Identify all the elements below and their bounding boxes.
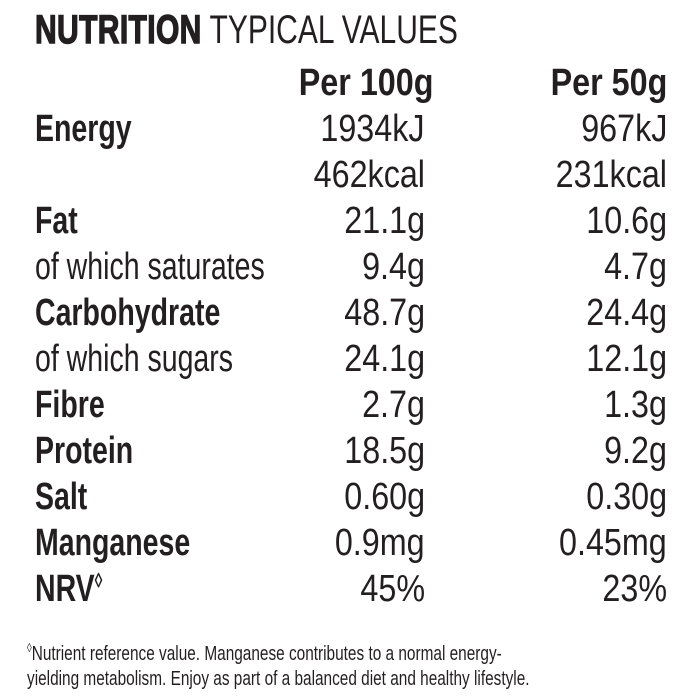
title-nutrition: NUTRITION [34,7,202,52]
per-100g-value: 462kcal [313,154,425,196]
table-row: Manganese 0.9mg 0.45mg [35,520,667,566]
table-header-row: Per 100g Per 50g [35,60,667,106]
table-row: Energy 1934kJ 967kJ [35,106,667,152]
nutrient-name: of which saturates [35,246,265,288]
per-100g-value: 18.5g [344,430,425,472]
per-100g-value: 2.7g [362,384,425,426]
per-50g-value: 10.6g [586,200,667,242]
nutrient-name: Manganese [35,522,191,564]
nrv-lozenge-icon: ◊ [94,569,103,593]
nutrient-name: Protein [35,430,134,472]
lozenge-icon: ◊ [27,640,32,656]
per-100g-value: 9.4g [362,246,425,288]
nutrient-name: Energy [35,108,132,150]
per-100g-value: 0.9mg [335,522,425,564]
per-50g-value: 4.7g [604,246,667,288]
table-row: 462kcal 231kcal [35,152,667,198]
table-row: Fat 21.1g 10.6g [35,198,667,244]
per-50g-value: 0.45mg [559,522,667,564]
table-row: NRV◊ 45% 23% [35,566,667,612]
table-row: Fibre 2.7g 1.3g [35,382,667,428]
per-50g-value: 12.1g [586,338,667,380]
nutrient-name: Carbohydrate [35,292,221,334]
table-row: Protein 18.5g 9.2g [35,428,667,474]
page-title: NUTRITION TYPICAL VALUES [34,7,458,52]
nutrient-name: of which sugars [35,338,234,380]
nutrient-name: NRV◊ [35,568,103,610]
column-header-per-50g: Per 50g [550,62,667,104]
footnote-text-2: yielding metabolism. Enjoy as part of a … [27,667,530,690]
per-50g-value: 23% [602,568,667,610]
per-100g-value: 45% [360,568,425,610]
footnote-line-2: yielding metabolism. Enjoy as part of a … [27,666,530,691]
column-header-per-100g: Per 100g [298,62,434,104]
per-100g-value: 1934kJ [320,108,425,150]
table-row: Carbohydrate 48.7g 24.4g [35,290,667,336]
table-row: of which sugars 24.1g 12.1g [35,336,667,382]
per-100g-value: 0.60g [344,476,425,518]
header-spacer [35,60,275,106]
table-row: Salt 0.60g 0.30g [35,474,667,520]
nutrient-name: Fibre [35,384,105,426]
title-typical-values: TYPICAL VALUES [209,8,458,52]
per-50g-value: 9.2g [604,430,667,472]
nutrient-name: Salt [35,476,88,518]
per-100g-value: 48.7g [344,292,425,334]
nutrient-name: Fat [35,200,78,242]
footnote-line-1: ◊Nutrient reference value. Manganese con… [27,641,530,666]
footnote: ◊Nutrient reference value. Manganese con… [27,641,697,691]
nutrition-table: Per 100g Per 50g Energy 1934kJ 967kJ [35,60,667,612]
per-100g-value: 21.1g [344,200,425,242]
table-row: of which saturates 9.4g 4.7g [35,244,667,290]
per-50g-value: 967kJ [580,108,667,150]
per-50g-value: 0.30g [586,476,667,518]
per-50g-value: 231kcal [555,154,667,196]
per-100g-value: 24.1g [344,338,425,380]
footnote-text-1: Nutrient reference value. Manganese cont… [31,642,502,665]
per-50g-value: 1.3g [604,384,667,426]
per-50g-value: 24.4g [586,292,667,334]
